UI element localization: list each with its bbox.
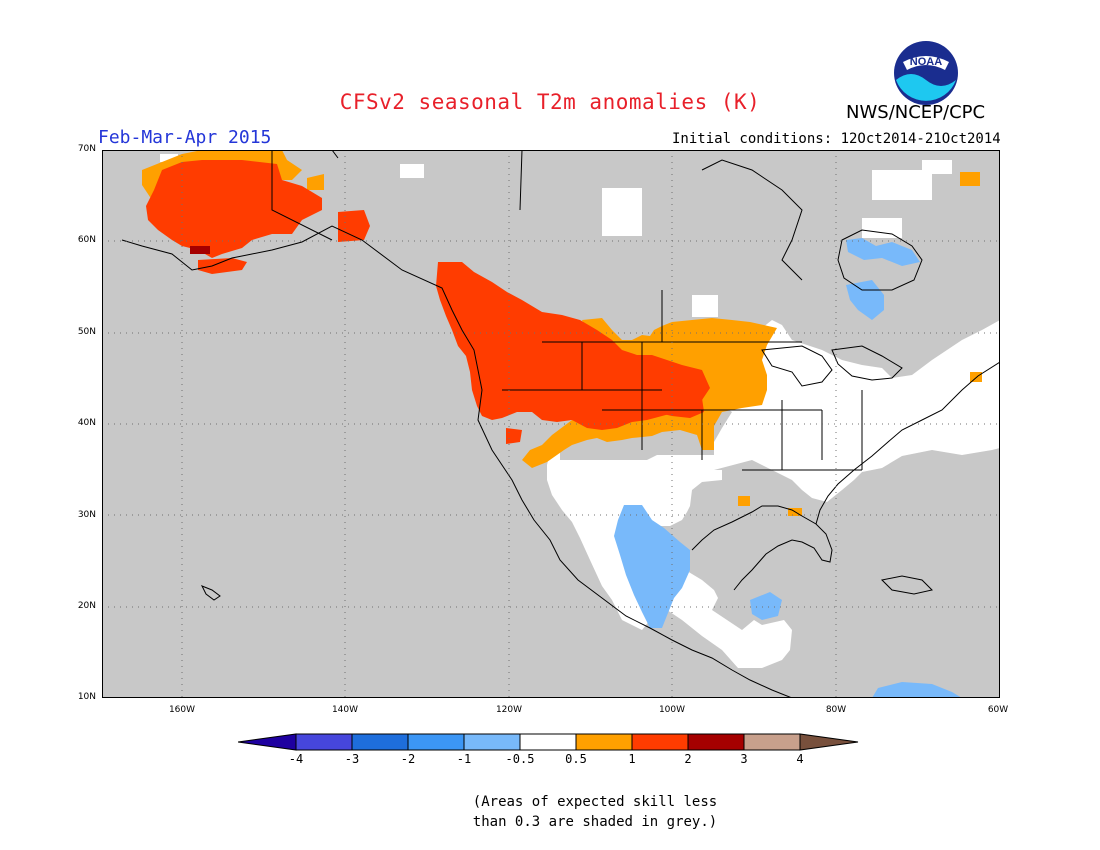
colorbar-swatch: [237, 733, 297, 751]
lat-tick-label: 70N: [77, 144, 96, 154]
season-label: Feb-Mar-Apr 2015: [98, 127, 272, 148]
skill-note-line: (Areas of expected skill less: [472, 794, 718, 810]
colorbar-label: 2: [684, 752, 692, 766]
lon-tick-label: 80W: [825, 705, 847, 715]
lat-tick-label: 40N: [77, 418, 96, 428]
colorbar-label: 3: [740, 752, 748, 766]
agency-label: NWS/NCEP/CPC: [846, 102, 986, 123]
lat-tick-label: 10N: [77, 692, 96, 702]
lat-tick-label: 30N: [77, 510, 96, 520]
chart-title: CFSv2 seasonal T2m anomalies (K): [339, 90, 761, 114]
colorbar-swatch: [631, 733, 689, 751]
lon-tick-label: 60W: [987, 705, 1009, 715]
colorbar-swatch: [351, 733, 409, 751]
initial-conditions-label: Initial conditions: 12Oct2014-21Oct2014: [672, 131, 1001, 147]
colorbar-swatch: [463, 733, 521, 751]
lon-tick-label: 160W: [168, 705, 196, 715]
colorbar-swatch: [743, 733, 801, 751]
extreme-anomaly-spot: [190, 246, 210, 254]
colorbar-label: 4: [796, 752, 804, 766]
below-normal-regions: [614, 238, 962, 698]
map-border: [102, 150, 1000, 698]
colorbar-label: -3: [344, 752, 360, 766]
skill-note: (Areas of expected skill less than 0.3 a…: [470, 792, 720, 832]
lon-tick-label: 100W: [658, 705, 686, 715]
lat-tick-label: 20N: [77, 601, 96, 611]
map-grid: [102, 150, 1000, 698]
colorbar-label: -2: [400, 752, 416, 766]
lon-tick-label: 140W: [331, 705, 359, 715]
colorbar-label: 0.5: [565, 752, 587, 766]
anomaly-map: [102, 150, 1000, 698]
colorbar-swatch: [519, 733, 577, 751]
near-normal-regions: [160, 154, 1000, 668]
lon-tick-label: 120W: [495, 705, 523, 715]
logo-icon: NOAA: [893, 40, 959, 106]
colorbar-label: -4: [288, 752, 304, 766]
logo-text: NOAA: [910, 56, 942, 68]
colorbar: [237, 733, 862, 751]
lat-tick-label: 60N: [77, 235, 96, 245]
colorbar-swatch: [575, 733, 633, 751]
colorbar-label: -0.5: [505, 752, 535, 766]
colorbar-label: 1: [628, 752, 636, 766]
colorbar-swatch: [407, 733, 465, 751]
colorbar-swatch: [295, 733, 353, 751]
colorbar-swatch: [687, 733, 745, 751]
lat-tick-label: 50N: [77, 327, 96, 337]
skill-note-line: than 0.3 are shaded in grey.): [472, 814, 718, 830]
colorbar-label: -1: [456, 752, 472, 766]
colorbar-swatch: [799, 733, 859, 751]
